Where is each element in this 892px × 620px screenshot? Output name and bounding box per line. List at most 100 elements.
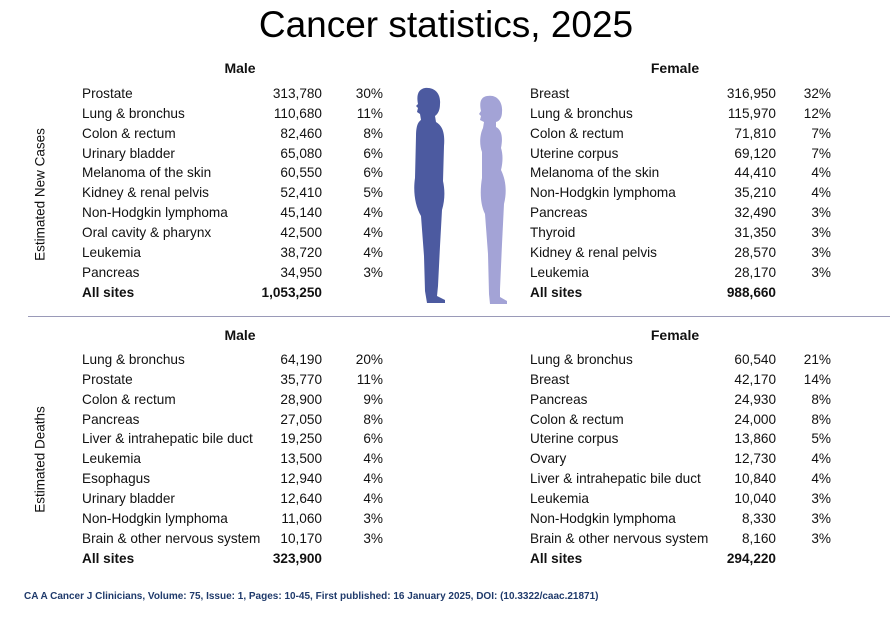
site-name: Leukemia: [530, 264, 589, 280]
percentage: 3%: [811, 510, 831, 526]
case-count: 35,770: [280, 371, 322, 387]
case-count: 24,930: [734, 391, 776, 407]
site-name: Ovary: [530, 451, 567, 467]
site-name: All sites: [530, 284, 583, 300]
percentage: 7%: [811, 125, 831, 141]
case-count: 44,410: [734, 165, 776, 181]
percentage: 32%: [803, 86, 831, 101]
site-name: Brain & other nervous system: [530, 530, 709, 546]
percentage: 20%: [355, 352, 383, 367]
case-count: 313,780: [272, 86, 322, 101]
site-name: Melanoma of the skin: [530, 165, 660, 181]
case-count: 60,540: [734, 352, 776, 367]
percentage: 3%: [363, 264, 383, 280]
site-name: Colon & rectum: [82, 125, 176, 141]
case-count: 38,720: [280, 244, 322, 260]
case-count: 31,350: [734, 224, 776, 240]
site-name: Melanoma of the skin: [82, 165, 212, 181]
percentage: 5%: [811, 431, 831, 447]
case-count: 42,170: [734, 371, 776, 387]
site-name: Leukemia: [82, 451, 141, 467]
site-name: Lung & bronchus: [82, 105, 185, 121]
case-count: 11,060: [281, 510, 322, 526]
site-name: Non-Hodgkin lymphoma: [530, 185, 676, 201]
site-name: Pancreas: [82, 264, 140, 280]
site-name: Colon & rectum: [530, 411, 624, 427]
percentage: 3%: [363, 510, 383, 526]
percentage: 4%: [363, 471, 383, 487]
percentage: 4%: [811, 165, 831, 181]
percentage: 12%: [803, 105, 831, 121]
case-count: 1,053,250: [261, 284, 322, 300]
citation: CA A Cancer J Clinicians, Volume: 75, Is…: [24, 591, 599, 602]
site-name: Thyroid: [530, 224, 576, 240]
case-count: 988,660: [726, 284, 776, 300]
site-name: Uterine corpus: [530, 431, 619, 447]
percentage: 8%: [363, 125, 383, 141]
percentage: 7%: [811, 145, 831, 161]
site-name: Non-Hodgkin lymphoma: [82, 510, 228, 526]
site-name: Kidney & renal pelvis: [82, 185, 209, 201]
percentage: 8%: [811, 391, 831, 407]
new-cases-male-header: Male: [224, 60, 256, 76]
site-name: Uterine corpus: [530, 145, 619, 161]
percentage: 4%: [811, 451, 831, 467]
section-label-deaths: Estimated Deaths: [32, 406, 48, 513]
site-name: Non-Hodgkin lymphoma: [530, 510, 676, 526]
site-name: Urinary bladder: [82, 490, 175, 506]
percentage: 30%: [355, 86, 383, 101]
site-name: All sites: [530, 550, 583, 566]
case-count: 42,500: [280, 224, 322, 240]
percentage: 21%: [803, 352, 831, 367]
new-cases-female-header: Female: [650, 60, 700, 76]
case-count: 52,410: [280, 185, 322, 201]
percentage: 4%: [363, 244, 383, 260]
case-count: 28,570: [734, 244, 776, 260]
percentage: 4%: [811, 471, 831, 487]
percentage: 14%: [803, 371, 831, 387]
case-count: 28,170: [734, 264, 776, 280]
section-divider: [28, 316, 890, 317]
case-count: 71,810: [734, 125, 776, 141]
case-count: 27,050: [280, 411, 322, 427]
percentage: 6%: [363, 165, 383, 181]
case-count: 65,080: [280, 145, 322, 161]
case-count: 294,220: [726, 550, 776, 566]
case-count: 60,550: [280, 165, 322, 181]
percentage: 4%: [811, 185, 831, 201]
case-count: 8,160: [741, 530, 776, 546]
female-silhouette-icon: [479, 95, 507, 305]
case-count: 64,190: [280, 352, 322, 367]
percentage: 3%: [811, 530, 831, 546]
case-count: 10,170: [280, 530, 322, 546]
case-count: 34,950: [280, 264, 322, 280]
site-name: Non-Hodgkin lymphoma: [82, 205, 228, 221]
case-count: 12,940: [280, 471, 322, 487]
percentage: 4%: [363, 205, 383, 221]
site-name: Lung & bronchus: [82, 352, 185, 367]
percentage: 4%: [363, 490, 383, 506]
site-name: Pancreas: [82, 411, 140, 427]
site-name: Colon & rectum: [82, 391, 176, 407]
case-count: 82,460: [280, 125, 322, 141]
page-title: Cancer statistics, 2025: [258, 4, 634, 45]
percentage: 3%: [811, 490, 831, 506]
percentage: 3%: [811, 224, 831, 240]
case-count: 110,680: [273, 105, 322, 121]
case-count: 323,900: [272, 550, 322, 566]
site-name: All sites: [82, 284, 135, 300]
case-count: 316,950: [726, 86, 776, 101]
male-silhouette-icon: [414, 87, 445, 303]
percentage: 6%: [363, 431, 383, 447]
case-count: 12,730: [734, 451, 776, 467]
case-count: 8,330: [741, 510, 776, 526]
percentage: 4%: [363, 224, 383, 240]
site-name: Kidney & renal pelvis: [530, 244, 657, 260]
percentage: 3%: [811, 264, 831, 280]
site-name: Colon & rectum: [530, 125, 624, 141]
case-count: 69,120: [734, 145, 776, 161]
site-name: Leukemia: [82, 244, 141, 260]
case-count: 13,500: [280, 451, 322, 467]
case-count: 19,250: [280, 431, 322, 447]
case-count: 10,840: [734, 471, 776, 487]
